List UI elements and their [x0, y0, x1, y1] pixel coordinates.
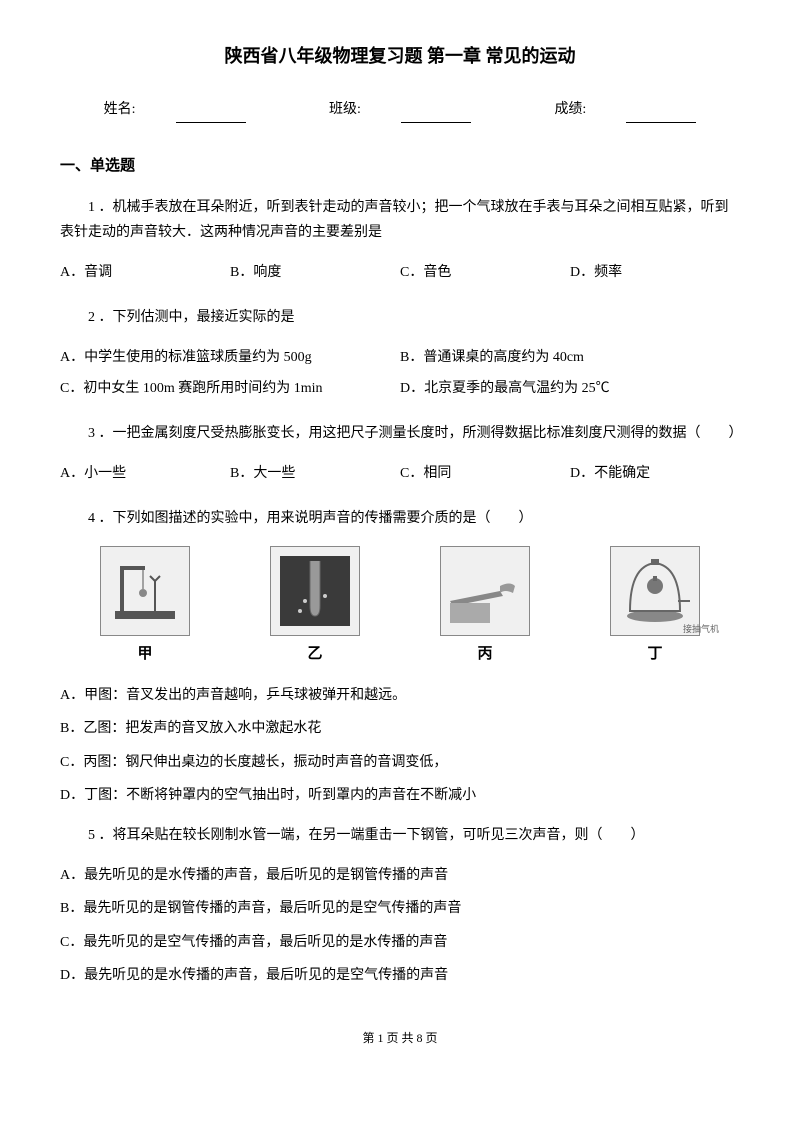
- figure-jia-image: [100, 546, 190, 636]
- q2-option-d[interactable]: D．北京夏季的最高气温约为 25℃: [400, 376, 740, 401]
- question-4-text: 4 ．下列如图描述的实验中，用来说明声音的传播需要介质的是（ ）: [60, 506, 740, 531]
- figure-ding-image: 接抽气机: [610, 546, 700, 636]
- question-3-text: 3 ．一把金属刻度尺受热膨胀变长，用这把尺子测量长度时，所测得数据比标准刻度尺测…: [60, 421, 740, 446]
- q3-option-c[interactable]: C．相同: [400, 461, 570, 486]
- section-1-title: 一、单选题: [60, 153, 740, 180]
- question-5-options: A．最先听见的是水传播的声音，最后听见的是钢管传播的声音 B．最先听见的是钢管传…: [60, 863, 740, 988]
- q3-option-d[interactable]: D．不能确定: [570, 461, 740, 486]
- q5-option-b[interactable]: B．最先听见的是钢管传播的声音，最后听见的是空气传播的声音: [60, 896, 740, 921]
- q4-option-b[interactable]: B．乙图：把发声的音叉放入水中激起水花: [60, 716, 740, 741]
- figure-ding-label: 丁: [570, 641, 740, 668]
- q5-option-a[interactable]: A．最先听见的是水传播的声音，最后听见的是钢管传播的声音: [60, 863, 740, 888]
- question-1: 1 ．机械手表放在耳朵附近，听到表针走动的声音较小；把一个气球放在手表与耳朵之间…: [60, 195, 740, 245]
- question-3-options: A．小一些 B．大一些 C．相同 D．不能确定: [60, 461, 740, 491]
- figure-bing: 丙: [400, 546, 570, 668]
- figure-jia: 甲: [60, 546, 230, 668]
- figure-bing-image: [440, 546, 530, 636]
- figure-yi-image: [270, 546, 360, 636]
- question-4-options: A．甲图：音叉发出的声音越响，乒乓球被弹开和越远。 B．乙图：把发声的音叉放入水…: [60, 683, 740, 808]
- question-3: 3 ．一把金属刻度尺受热膨胀变长，用这把尺子测量长度时，所测得数据比标准刻度尺测…: [60, 421, 740, 446]
- q1-option-a[interactable]: A．音调: [60, 260, 230, 285]
- class-label: 班级:: [309, 102, 491, 117]
- question-2: 2 ．下列估测中，最接近实际的是: [60, 305, 740, 330]
- student-info: 姓名: 班级: 成绩:: [60, 97, 740, 122]
- name-label: 姓名:: [84, 102, 266, 117]
- figure-yi-label: 乙: [230, 641, 400, 668]
- q5-option-c[interactable]: C．最先听见的是空气传播的声音，最后听见的是水传播的声音: [60, 930, 740, 955]
- question-2-text: 2 ．下列估测中，最接近实际的是: [60, 305, 740, 330]
- q2-option-c[interactable]: C．初中女生 100m 赛跑所用时间约为 1min: [60, 376, 400, 401]
- q1-option-c[interactable]: C．音色: [400, 260, 570, 285]
- q4-option-a[interactable]: A．甲图：音叉发出的声音越响，乒乓球被弹开和越远。: [60, 683, 740, 708]
- figure-bing-label: 丙: [400, 641, 570, 668]
- question-4: 4 ．下列如图描述的实验中，用来说明声音的传播需要介质的是（ ）: [60, 506, 740, 531]
- q4-option-c[interactable]: C．丙图：钢尺伸出桌边的长度越长，振动时声音的音调变低，: [60, 750, 740, 775]
- question-4-figures: 甲 乙 丙: [60, 546, 740, 668]
- class-blank[interactable]: [401, 107, 471, 123]
- question-5-text: 5 ．将耳朵贴在较长刚制水管一端，在另一端重击一下钢管，可听见三次声音，则（ ）: [60, 823, 740, 848]
- q1-option-d[interactable]: D．频率: [570, 260, 740, 285]
- q1-option-b[interactable]: B．响度: [230, 260, 400, 285]
- q3-option-b[interactable]: B．大一些: [230, 461, 400, 486]
- q5-option-d[interactable]: D．最先听见的是水传播的声音，最后听见的是空气传播的声音: [60, 963, 740, 988]
- question-2-options: A．中学生使用的标准篮球质量约为 500g B．普通课桌的高度约为 40cm C…: [60, 345, 740, 405]
- score-blank[interactable]: [626, 107, 696, 123]
- question-1-text: 1 ．机械手表放在耳朵附近，听到表针走动的声音较小；把一个气球放在手表与耳朵之间…: [60, 195, 740, 245]
- name-blank[interactable]: [176, 107, 246, 123]
- page-footer: 第 1 页 共 8 页: [60, 1028, 740, 1050]
- question-5: 5 ．将耳朵贴在较长刚制水管一端，在另一端重击一下钢管，可听见三次声音，则（ ）: [60, 823, 740, 848]
- figure-ding: 接抽气机 丁: [570, 546, 740, 668]
- page-title: 陕西省八年级物理复习题 第一章 常见的运动: [60, 40, 740, 72]
- score-label: 成绩:: [534, 102, 716, 117]
- q2-option-a[interactable]: A．中学生使用的标准篮球质量约为 500g: [60, 345, 400, 370]
- figure-jia-label: 甲: [60, 641, 230, 668]
- question-1-options: A．音调 B．响度 C．音色 D．频率: [60, 260, 740, 290]
- q3-option-a[interactable]: A．小一些: [60, 461, 230, 486]
- q2-option-b[interactable]: B．普通课桌的高度约为 40cm: [400, 345, 740, 370]
- figure-yi: 乙: [230, 546, 400, 668]
- figure-ding-caption: 接抽气机: [683, 621, 719, 637]
- q4-option-d[interactable]: D．丁图：不断将钟罩内的空气抽出时，听到罩内的声音在不断减小: [60, 783, 740, 808]
